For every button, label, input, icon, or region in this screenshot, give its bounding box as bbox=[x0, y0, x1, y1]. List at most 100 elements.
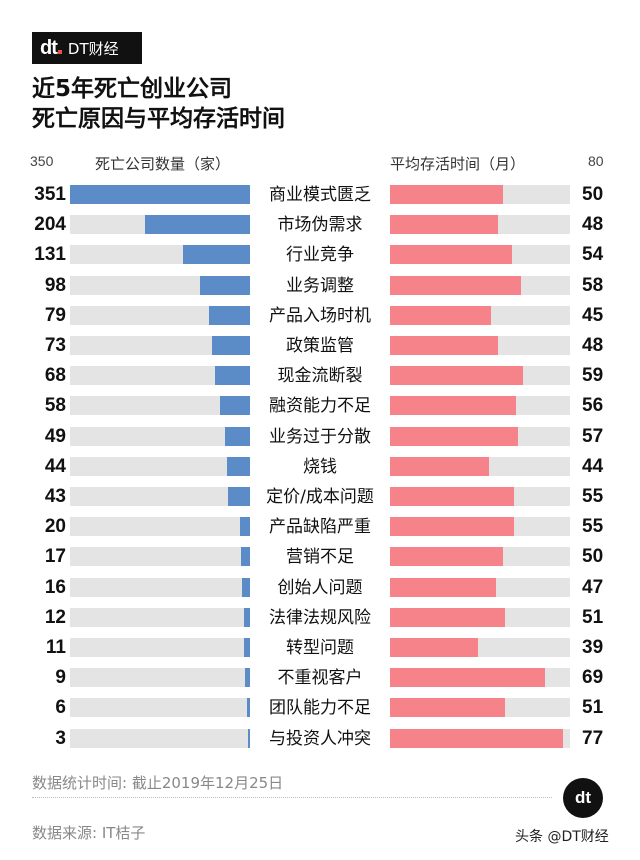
right-bar bbox=[390, 607, 505, 627]
right-value-label: 50 bbox=[582, 184, 604, 205]
left-value-label: 20 bbox=[44, 516, 66, 538]
title-line-2: 死亡原因与平均存活时间 bbox=[32, 106, 285, 132]
category-label: 团队能力不足 bbox=[269, 698, 371, 719]
left-bar bbox=[182, 245, 250, 265]
left-bar bbox=[239, 517, 250, 537]
category-label: 营销不足 bbox=[286, 547, 354, 568]
brand-name: DT财经 bbox=[67, 39, 119, 58]
left-track bbox=[70, 638, 250, 657]
right-track bbox=[390, 607, 570, 627]
category-label: 商业模式匮乏 bbox=[269, 185, 371, 205]
left-value-label: 16 bbox=[44, 576, 66, 598]
right-value-label: 69 bbox=[582, 667, 604, 689]
right-bar bbox=[390, 396, 516, 416]
right-value-label: 44 bbox=[582, 455, 604, 477]
chart-row: 17 营销不足 50 bbox=[0, 545, 640, 569]
chart-row: 12 法律法规风险 51 bbox=[0, 606, 640, 630]
left-track bbox=[70, 215, 250, 235]
left-value-label: 6 bbox=[55, 697, 66, 719]
left-value-label: 58 bbox=[44, 395, 66, 417]
left-value-label: 98 bbox=[44, 274, 66, 296]
right-bar bbox=[390, 426, 519, 446]
left-bar bbox=[212, 336, 250, 355]
right-bar bbox=[390, 366, 523, 386]
right-bar bbox=[390, 305, 492, 325]
brand-logo: dt DT财经 bbox=[32, 32, 142, 64]
stat-time: 数据统计时间: 截止2019年12月25日 bbox=[32, 774, 284, 792]
category-label: 业务调整 bbox=[286, 275, 354, 296]
category-label: 烧钱 bbox=[303, 456, 337, 477]
chart-row: 16 创始人问题 47 bbox=[0, 576, 640, 600]
left-bar bbox=[241, 577, 250, 597]
chart-row: 98 业务调整 58 bbox=[0, 274, 640, 298]
right-track bbox=[390, 728, 570, 748]
right-track bbox=[390, 698, 570, 718]
right-track bbox=[390, 456, 570, 476]
left-max-tick: 350 bbox=[30, 153, 54, 169]
category-label: 政策监管 bbox=[286, 336, 354, 356]
chart-row: 11 转型问题 39 bbox=[0, 636, 640, 660]
chart-row: 58 融资能力不足 56 bbox=[0, 394, 640, 418]
category-label: 市场伪需求 bbox=[277, 215, 363, 236]
left-track bbox=[70, 396, 250, 416]
right-track bbox=[390, 668, 570, 688]
right-track bbox=[390, 517, 570, 537]
left-value-label: 44 bbox=[44, 455, 66, 477]
chart-title: 近5年死亡创业公司 死亡原因与平均存活时间 bbox=[32, 74, 285, 134]
right-bar bbox=[390, 517, 514, 537]
left-value-label: 17 bbox=[44, 546, 66, 568]
left-track bbox=[70, 426, 250, 446]
chart-row: 68 现金流断裂 59 bbox=[0, 364, 640, 388]
title-line-1: 近5年死亡创业公司 bbox=[32, 76, 233, 102]
left-value-label: 351 bbox=[34, 184, 66, 205]
left-bar bbox=[248, 728, 250, 748]
right-value-label: 50 bbox=[582, 546, 604, 568]
right-track bbox=[390, 638, 570, 657]
left-value-label: 131 bbox=[34, 244, 66, 266]
left-bar bbox=[70, 185, 250, 204]
right-track bbox=[390, 215, 570, 235]
category-label: 定价/成本问题 bbox=[266, 487, 374, 507]
right-value-label: 48 bbox=[582, 214, 604, 236]
right-track bbox=[390, 275, 570, 295]
left-track bbox=[70, 366, 250, 386]
left-value-label: 3 bbox=[55, 727, 66, 749]
left-bar bbox=[145, 215, 250, 235]
right-value-label: 54 bbox=[582, 244, 604, 266]
category-label: 转型问题 bbox=[286, 638, 354, 658]
left-track bbox=[70, 577, 250, 597]
left-bar bbox=[227, 487, 250, 506]
chart-row: 43 定价/成本问题 55 bbox=[0, 485, 640, 509]
chart-row: 6 团队能力不足 51 bbox=[0, 696, 640, 720]
right-bar bbox=[390, 698, 505, 718]
right-bar bbox=[390, 668, 546, 688]
right-track bbox=[390, 336, 570, 355]
left-bar bbox=[220, 396, 250, 416]
left-track bbox=[70, 336, 250, 355]
right-track bbox=[390, 245, 570, 265]
left-track bbox=[70, 275, 250, 295]
chart-row: 49 业务过于分散 57 bbox=[0, 425, 640, 449]
left-bar bbox=[209, 305, 250, 325]
right-track bbox=[390, 426, 570, 446]
category-label: 产品入场时机 bbox=[269, 305, 371, 326]
left-track bbox=[70, 547, 250, 567]
left-track bbox=[70, 698, 250, 718]
left-track bbox=[70, 487, 250, 506]
left-track bbox=[70, 728, 250, 748]
right-bar bbox=[390, 577, 496, 597]
left-track bbox=[70, 185, 250, 204]
category-label: 与投资人冲突 bbox=[269, 728, 371, 749]
category-label: 行业竞争 bbox=[286, 245, 354, 266]
right-value-label: 57 bbox=[582, 425, 604, 447]
right-value-label: 59 bbox=[582, 365, 604, 387]
category-label: 业务过于分散 bbox=[269, 426, 371, 447]
right-bar bbox=[390, 728, 564, 748]
right-bar bbox=[390, 638, 478, 657]
right-track bbox=[390, 547, 570, 567]
left-bar bbox=[224, 426, 250, 446]
left-value-label: 204 bbox=[34, 214, 66, 236]
left-track bbox=[70, 245, 250, 265]
category-label: 产品缺陷严重 bbox=[269, 517, 371, 538]
right-track bbox=[390, 305, 570, 325]
